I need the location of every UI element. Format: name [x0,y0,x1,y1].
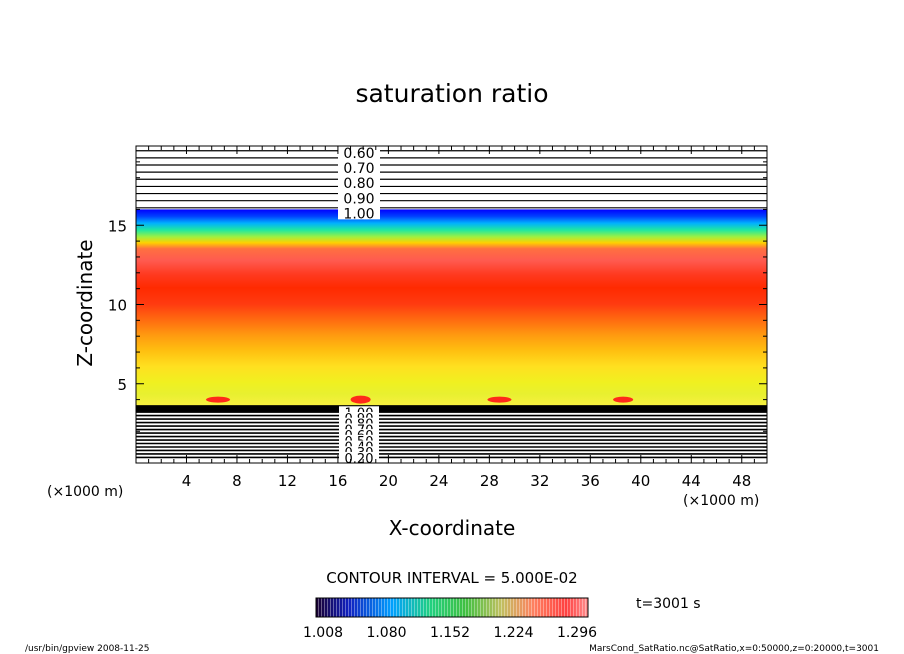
contour-label-bg [338,191,380,205]
y-tick-label: 15 [108,217,127,235]
contour-label: 0.80 [343,176,374,192]
chart-title: saturation ratio [355,79,548,108]
contour-label-bg [338,176,380,190]
colorbar-tick-labels: 1.008 1.080 1.152 1.224 1.296 [303,625,597,641]
contour-label-bg [338,146,380,160]
colorbar-stripes [316,598,588,617]
high-ratio-patch [350,395,371,404]
x-tick-label: 48 [732,472,751,490]
contour-label-bg [338,161,380,175]
color-field [136,209,767,406]
upper-contour-labels: 0.600.700.800.901.00 [338,146,380,222]
contour-interval: CONTOUR INTERVAL = 5.000E-02 [326,569,577,587]
x-tick-label: 24 [429,472,448,490]
contour-label: 0.20 [345,452,374,467]
plot-area: 0.600.700.800.901.001.000.900.800.700.60… [108,145,768,490]
contour-label-bg [338,206,380,220]
footer-left: /usr/bin/gpview 2008-11-25 [25,644,149,654]
footer-right: MarsCond_SatRatio.nc@SatRatio,x=0:50000,… [589,644,879,654]
contour-label: 0.60 [343,146,374,162]
contour-label-bg [339,451,379,464]
y-axis: 5 10 15 [108,145,767,464]
y-axis-label: Z-coordinate [73,239,97,366]
x-tick-label: 4 [182,472,192,490]
x-tick-label: 32 [530,472,549,490]
contour-label: 0.70 [343,161,374,177]
colorbar-tick-label: 1.296 [557,625,597,641]
y-tick-label: 10 [108,297,127,315]
lower-contours [136,405,767,459]
x-tick-label: 16 [328,472,347,490]
colorbar-tick-label: 1.224 [493,625,533,641]
colorbar-tick-label: 1.008 [303,625,343,641]
x-tick-label: 44 [682,472,701,490]
x-axis-label: X-coordinate [389,516,516,540]
x-tick-label: 40 [631,472,650,490]
high-ratio-patch [487,396,512,403]
high-ratio-patch [613,396,634,403]
x-tick-label: 12 [278,472,297,490]
upper-contours [136,150,767,209]
lower-contour-labels: 1.000.900.800.700.600.500.400.300.20 [339,406,379,467]
x-tick-label: 28 [480,472,499,490]
colorbar-tick-label: 1.152 [430,625,470,641]
x-unit-left: (×1000 m) [47,484,123,500]
high-ratio-patch [206,396,231,403]
x-tick-label: 36 [581,472,600,490]
colorbar-frame [315,597,589,618]
contour-label: 0.90 [343,191,374,207]
dense-contour-band [136,405,767,412]
time-label: t=3001 s [636,596,701,612]
x-unit-right: (×1000 m) [683,493,759,509]
y-tick-label: 5 [117,376,127,394]
contour-label: 1.00 [343,206,374,222]
x-axis: 4 8 12 16 20 24 28 32 36 40 44 48 [135,146,768,490]
colorbar [315,597,589,618]
colorbar-tick-label: 1.080 [366,625,406,641]
x-tick-label: 8 [232,472,242,490]
x-tick-label: 20 [379,472,398,490]
